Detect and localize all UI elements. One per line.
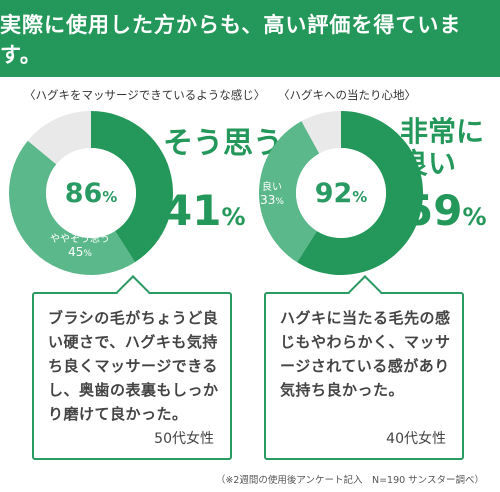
chart-2-highlight-value: 59%	[404, 186, 487, 235]
header-banner: 実際に使用した方からも、高い評価を得ています。	[0, 0, 500, 77]
chart-2-hole	[296, 148, 386, 238]
chart-1-segment-3	[27, 111, 91, 165]
chart-1-segment-1	[91, 111, 173, 263]
chart-1-segment-2	[9, 140, 135, 275]
chart-2-segment-2	[259, 121, 320, 263]
chart-1-donut	[9, 111, 173, 275]
chart-2-segment-label: 良い 33%	[260, 182, 284, 207]
chart-1-center-value: 86%	[64, 178, 118, 209]
survey-footnote: （※2週間の使用後アンケート記入 N=190 サンスター調べ）	[215, 475, 484, 486]
testimonial-2-text: ハグキに当たる毛先の感じもやわらかく、マッサージされている感があり気持ち良かった…	[280, 309, 451, 399]
chart-2-segment-1	[297, 111, 423, 275]
chart-2-segment-3	[301, 111, 341, 154]
chart-2-title: 〈ハグキへの当たり心地〉	[278, 88, 416, 102]
chart-2-highlight-label: 非常に 良い	[400, 115, 485, 180]
testimonial-2-author: 40代女性	[386, 431, 446, 447]
chart-1-title: 〈ハグキをマッサージできているような感じ〉	[24, 88, 266, 102]
chart-2-center-value: 92%	[314, 178, 368, 209]
testimonial-bubble-2: ハグキに当たる毛先の感じもやわらかく、マッサージされている感があり気持ち良かった…	[264, 292, 464, 460]
testimonial-1-text: ブラシの毛がちょうど良い硬さで、ハグキも気持ち良くマッサージできるし、奥歯の表裏…	[48, 309, 219, 423]
chart-1-highlight-value: 41%	[163, 186, 246, 235]
banner-title: 実際に使用した方からも、高い評価を得ています。	[0, 12, 462, 67]
chart-1-segment-label: ややそう思う 45%	[50, 234, 110, 259]
chart-1-highlight-label: そう思う	[163, 126, 283, 161]
chart-2-donut	[259, 111, 423, 275]
testimonial-1-author: 50代女性	[154, 431, 214, 447]
testimonial-bubble-1: ブラシの毛がちょうど良い硬さで、ハグキも気持ち良くマッサージできるし、奥歯の表裏…	[32, 292, 232, 460]
chart-1-hole	[46, 148, 136, 238]
